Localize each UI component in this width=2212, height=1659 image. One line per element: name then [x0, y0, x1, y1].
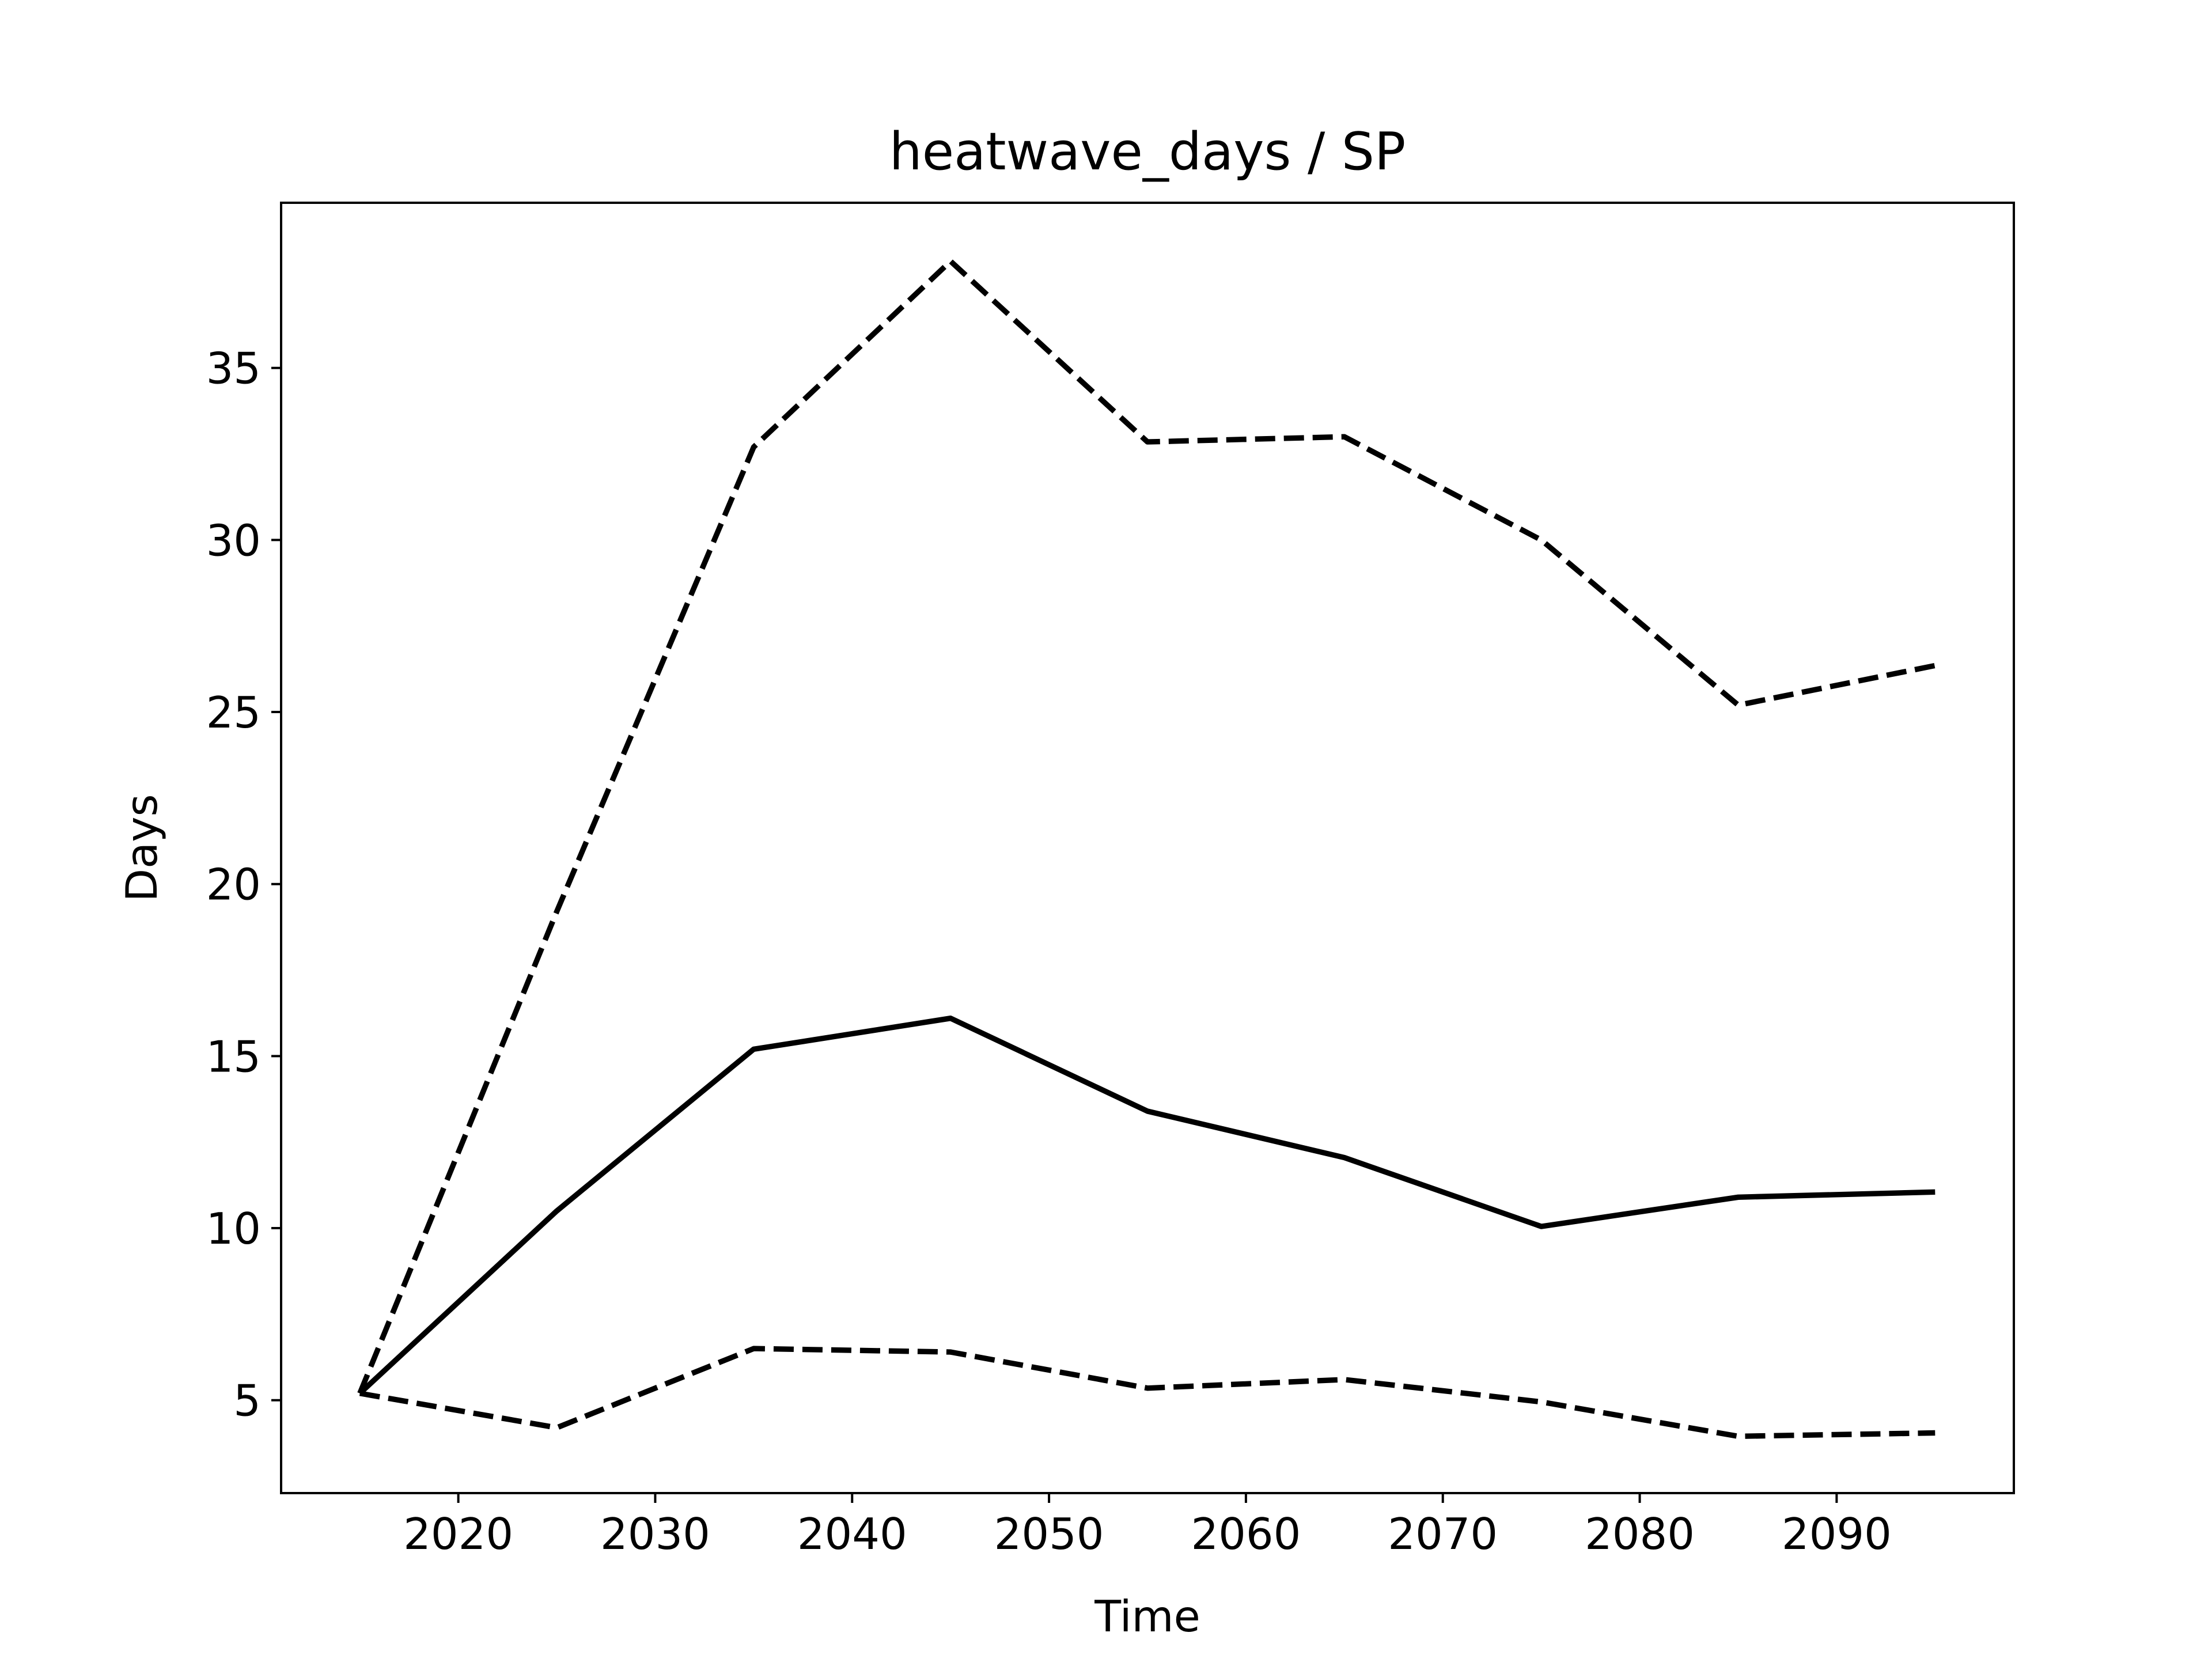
x-tick-label: 2060	[1191, 1509, 1301, 1559]
y-axis-label: Days	[116, 794, 167, 902]
x-tick-label: 2030	[600, 1509, 710, 1559]
y-tick-label: 15	[206, 1031, 261, 1082]
x-tick-label: 2040	[797, 1509, 907, 1559]
y-tick-label: 5	[233, 1376, 261, 1426]
x-tick-label: 2020	[403, 1509, 513, 1559]
series-line-1-solid	[358, 1015, 1936, 1396]
series-line-2-dashed	[357, 258, 1936, 1395]
y-tick-label: 35	[206, 343, 261, 394]
chart-title: heatwave_days / SP	[889, 122, 1406, 182]
x-axis-label: Time	[1094, 1591, 1200, 1642]
plot-area-frame	[280, 202, 2015, 1494]
y-tick-label: 20	[206, 859, 261, 910]
x-axis: 2020 2030 2040 2050 2060 2070 2080 2090	[403, 1493, 1892, 1559]
x-tick-label: 2070	[1388, 1509, 1498, 1559]
y-tick-label: 25	[206, 687, 261, 738]
y-axis: 5 10 15 20 25 30 35	[206, 343, 281, 1426]
x-tick-label: 2080	[1585, 1509, 1695, 1559]
x-tick-label: 2090	[1782, 1509, 1892, 1559]
series-layer	[357, 258, 1936, 1440]
y-tick-label: 30	[206, 515, 261, 566]
y-tick-label: 10	[206, 1203, 261, 1254]
series-line-3-dashed	[359, 1346, 1936, 1440]
x-tick-label: 2050	[994, 1509, 1104, 1559]
